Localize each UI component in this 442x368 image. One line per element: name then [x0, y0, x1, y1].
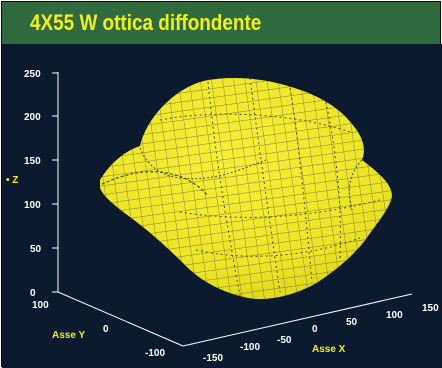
x-tick-label: 150	[422, 303, 439, 314]
chart-title: 4X55 W ottica diffondente	[30, 10, 262, 35]
surface-mesh	[100, 78, 392, 300]
x-axis-line	[182, 293, 413, 347]
title-bar: 4X55 W ottica diffondente	[2, 2, 440, 44]
photometric-surface	[100, 77, 392, 300]
z-tick-label: 200	[24, 112, 41, 123]
surface-meridian	[249, 77, 281, 293]
surface-meridian	[325, 101, 341, 261]
surface-fold-right	[348, 159, 363, 211]
x-tick-label: 50	[346, 317, 358, 328]
z-tick-label: 250	[24, 69, 41, 80]
y-tick-label: 100	[32, 300, 49, 311]
x-axis-label: Asse X	[312, 344, 346, 355]
z-tick-label: 100	[24, 200, 41, 211]
surface-parallel	[159, 113, 351, 133]
z-tick-label: 150	[24, 156, 41, 167]
x-tick-label: -50	[277, 335, 292, 346]
surface-fold-left	[101, 171, 209, 197]
x-tick-label: -150	[203, 353, 223, 364]
z-tick-label: 0	[30, 288, 36, 299]
axes	[57, 72, 413, 347]
y-tick-label: -100	[145, 348, 165, 359]
x-tick-label: 100	[386, 310, 403, 321]
z-ticks	[52, 72, 58, 293]
surface-meridian	[207, 81, 241, 297]
x-tick-label: 0	[312, 324, 318, 335]
surface-contour-upper	[139, 147, 267, 180]
surface-parallel	[179, 199, 381, 218]
y-tick-label: 0	[103, 324, 109, 335]
z-axis-label: • Z	[6, 175, 18, 186]
x-tick-label: -100	[240, 342, 260, 353]
y-axis-label: Asse Y	[52, 330, 86, 341]
y-axis-line	[57, 291, 184, 347]
z-tick-label: 50	[30, 244, 42, 255]
